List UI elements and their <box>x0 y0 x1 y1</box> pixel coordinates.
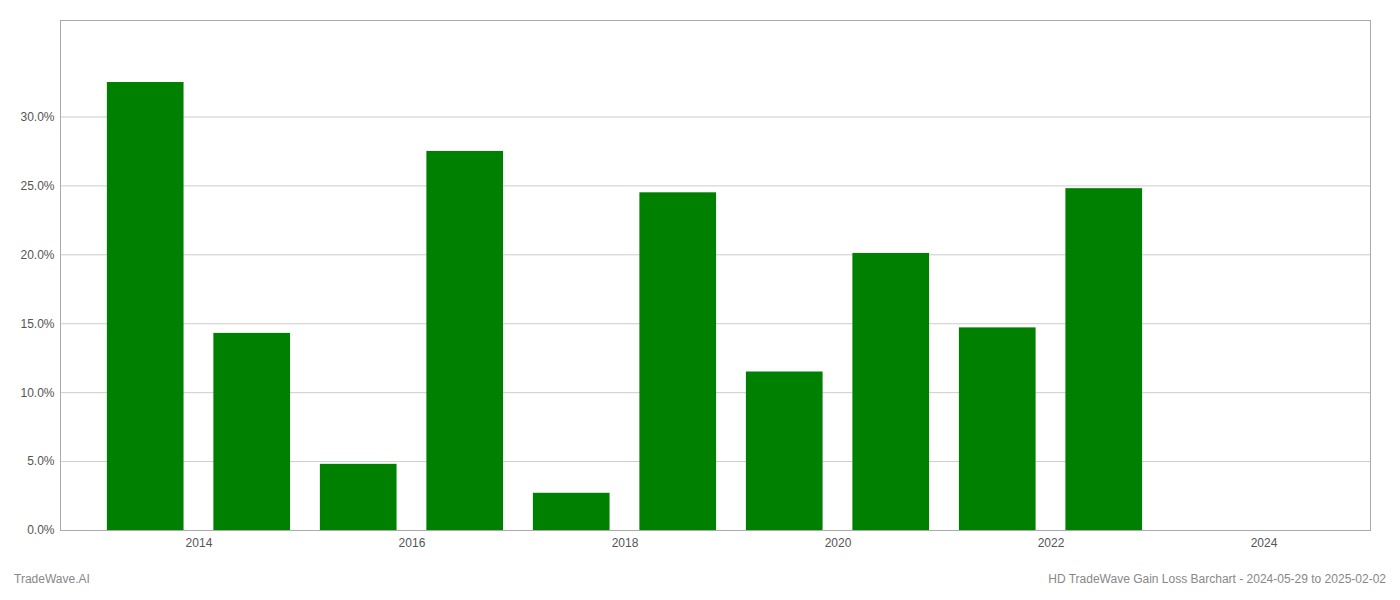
svg-text:2018: 2018 <box>612 536 639 550</box>
svg-text:15.0%: 15.0% <box>20 317 54 331</box>
svg-text:2016: 2016 <box>399 536 426 550</box>
svg-text:2020: 2020 <box>825 536 852 550</box>
svg-text:5.0%: 5.0% <box>27 454 55 468</box>
svg-text:20.0%: 20.0% <box>20 248 54 262</box>
svg-text:2024: 2024 <box>1251 536 1278 550</box>
html-text:TradeWave.AI: TradeWave.AI <box>14 572 90 586</box>
svg-text:10.0%: 10.0% <box>20 386 54 400</box>
svg-text:25.0%: 25.0% <box>20 179 54 193</box>
html-text:HD TradeWave Gain Loss Barchar: HD TradeWave Gain Loss Barchart - 2024-0… <box>1048 572 1386 586</box>
svg-text:2014: 2014 <box>186 536 213 550</box>
svg-text:2022: 2022 <box>1038 536 1065 550</box>
svg-text:30.0%: 30.0% <box>20 110 54 124</box>
svg-text:0.0%: 0.0% <box>27 523 55 537</box>
